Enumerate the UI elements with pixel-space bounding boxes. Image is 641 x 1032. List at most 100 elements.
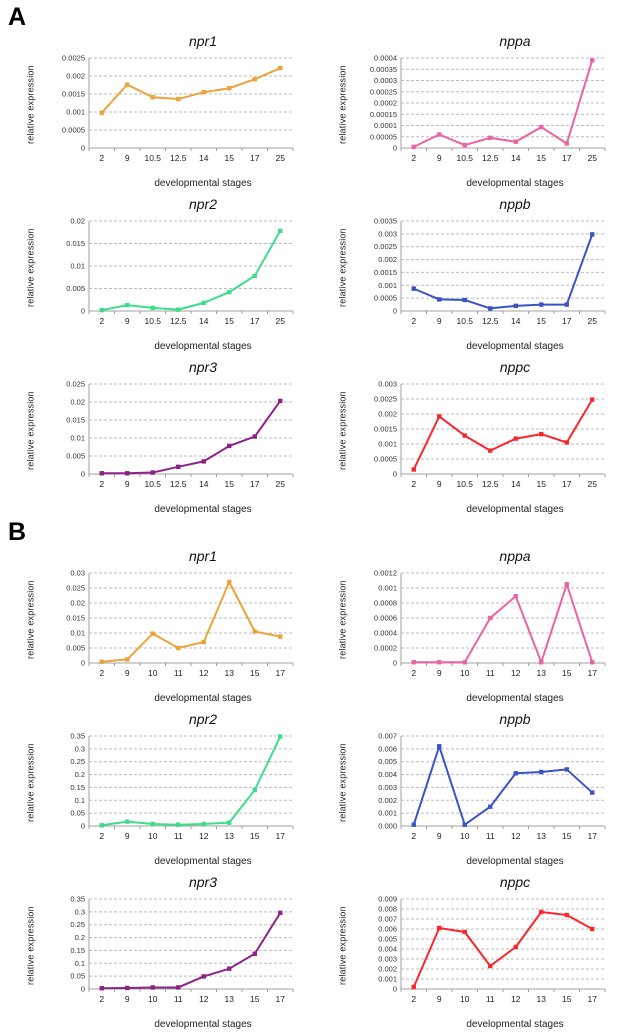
chart-a-nppb: nppb relative expression 0 0.0005 0.001 0.0…: [336, 195, 636, 354]
svg-text:0.1: 0.1: [75, 959, 85, 968]
svg-text:13: 13: [225, 831, 235, 841]
svg-text:0: 0: [81, 985, 85, 994]
x-axis-title: developmental stages: [154, 1019, 252, 1030]
svg-text:0: 0: [81, 144, 85, 153]
svg-text:10.5: 10.5: [456, 479, 473, 489]
svg-text:14: 14: [511, 479, 521, 489]
svg-text:0: 0: [81, 659, 85, 668]
svg-text:10: 10: [460, 994, 470, 1004]
svg-text:0.0005: 0.0005: [374, 455, 397, 464]
chart-b-nppa: nppa relative expression 0 0.0002 0.0004 0.…: [336, 547, 636, 706]
svg-text:0.005: 0.005: [378, 757, 397, 766]
line-plot: 0 0.05 0.1 0.15 0.2 0.25 0.3 0.35 2 9 10 11 12 13 15 17: [70, 895, 294, 1004]
svg-text:0.003: 0.003: [378, 380, 397, 389]
svg-text:0.007: 0.007: [378, 915, 397, 924]
svg-text:0.0003: 0.0003: [374, 76, 397, 85]
panel-b: B npr1 relative expression 0 0.005 0.01 0.0…: [6, 520, 641, 1032]
chart-b-npr2: npr2 relative expression 0 0.05 0.1 0.15 0.2…: [24, 710, 324, 869]
svg-text:0.005: 0.005: [66, 284, 85, 293]
line-plot: 0 0.005 0.01 0.015 0.02 0.025 2 9 10.5 12.5 14 15 17…: [66, 380, 294, 489]
svg-text:2: 2: [99, 316, 104, 326]
y-axis-title: relative expression: [337, 743, 348, 823]
line-plot: 0 0.0005 0.001 0.0015 0.002 0.0025 2 9 10.5 12.5 1…: [62, 54, 294, 163]
svg-text:9: 9: [437, 994, 442, 1004]
svg-text:15: 15: [225, 316, 235, 326]
svg-text:0.00035: 0.00035: [370, 65, 397, 74]
x-axis-title: developmental stages: [466, 693, 564, 704]
svg-text:11: 11: [174, 831, 183, 841]
svg-text:12: 12: [511, 831, 521, 841]
svg-text:0.0004: 0.0004: [374, 54, 397, 63]
svg-text:2: 2: [411, 479, 416, 489]
svg-text:0.015: 0.015: [66, 614, 85, 623]
x-axis-title: developmental stages: [154, 341, 252, 352]
y-axis-title: relative expression: [25, 228, 36, 308]
svg-text:0.25: 0.25: [70, 920, 85, 929]
svg-text:13: 13: [537, 994, 547, 1004]
svg-text:0.005: 0.005: [66, 452, 85, 461]
svg-text:0.0015: 0.0015: [62, 90, 85, 99]
svg-text:17: 17: [276, 668, 286, 678]
svg-text:0.0025: 0.0025: [374, 242, 397, 251]
svg-text:15: 15: [250, 831, 260, 841]
svg-text:0.01: 0.01: [70, 262, 85, 271]
svg-text:0.009: 0.009: [378, 895, 397, 904]
svg-text:25: 25: [276, 153, 286, 163]
svg-text:17: 17: [250, 153, 260, 163]
svg-text:17: 17: [562, 153, 572, 163]
svg-text:2: 2: [411, 668, 416, 678]
svg-text:0.015: 0.015: [66, 416, 85, 425]
svg-text:2: 2: [99, 994, 104, 1004]
chart-title: npr1: [188, 33, 218, 49]
svg-text:11: 11: [486, 994, 495, 1004]
y-axis-title: relative expression: [25, 906, 36, 986]
svg-text:9: 9: [125, 153, 130, 163]
svg-text:17: 17: [588, 668, 598, 678]
svg-text:0.002: 0.002: [378, 796, 397, 805]
panel-b-charts-grid: npr1 relative expression 0 0.005 0.01 0.015…: [24, 547, 641, 1032]
chart-b-npr3: npr3 relative expression 0 0.05 0.1 0.15 0.2…: [24, 873, 324, 1032]
svg-text:0.001: 0.001: [378, 809, 397, 818]
chart-title: nppb: [499, 196, 531, 212]
svg-text:13: 13: [225, 994, 235, 1004]
svg-text:0.01: 0.01: [70, 629, 85, 638]
svg-text:12: 12: [199, 831, 209, 841]
svg-text:0.008: 0.008: [378, 905, 397, 914]
panel-a-label: A: [8, 3, 27, 31]
svg-text:15: 15: [562, 994, 572, 1004]
svg-text:15: 15: [225, 153, 235, 163]
svg-text:0.02: 0.02: [70, 398, 85, 407]
svg-text:0.003: 0.003: [378, 955, 397, 964]
svg-text:15: 15: [250, 994, 260, 1004]
svg-text:14: 14: [199, 479, 209, 489]
chart-title: npr3: [188, 874, 218, 890]
svg-text:0.001: 0.001: [378, 281, 397, 290]
x-axis-title: developmental stages: [466, 1019, 564, 1030]
svg-text:14: 14: [199, 153, 209, 163]
svg-text:0.002: 0.002: [378, 965, 397, 974]
svg-text:0: 0: [81, 470, 85, 479]
x-axis-title: developmental stages: [466, 856, 564, 867]
svg-text:0.003: 0.003: [378, 229, 397, 238]
svg-text:12.5: 12.5: [170, 479, 187, 489]
svg-text:0.004: 0.004: [378, 770, 397, 779]
svg-text:0.0015: 0.0015: [374, 268, 397, 277]
svg-text:0.001: 0.001: [378, 584, 397, 593]
svg-text:15: 15: [562, 668, 572, 678]
svg-text:13: 13: [225, 668, 235, 678]
svg-text:17: 17: [562, 316, 572, 326]
svg-text:0.0002: 0.0002: [374, 644, 397, 653]
chart-b-npr1: npr1 relative expression 0 0.005 0.01 0.015…: [24, 547, 324, 706]
svg-text:0.001: 0.001: [378, 440, 397, 449]
svg-text:0.1: 0.1: [75, 796, 85, 805]
svg-text:15: 15: [250, 668, 260, 678]
line-plot: 0.000 0.001 0.002 0.003 0.004 0.005 0.006 0.007…: [378, 732, 606, 841]
line-plot: 0 0.005 0.01 0.015 0.02 0.025 0.03 2 9 10 11 12 13 15…: [66, 569, 294, 678]
x-axis-title: developmental stages: [154, 504, 252, 515]
svg-text:17: 17: [562, 479, 572, 489]
svg-text:0: 0: [393, 307, 397, 316]
svg-text:10.5: 10.5: [144, 316, 161, 326]
svg-text:0.00005: 0.00005: [370, 132, 397, 141]
svg-text:0.00025: 0.00025: [370, 87, 397, 96]
